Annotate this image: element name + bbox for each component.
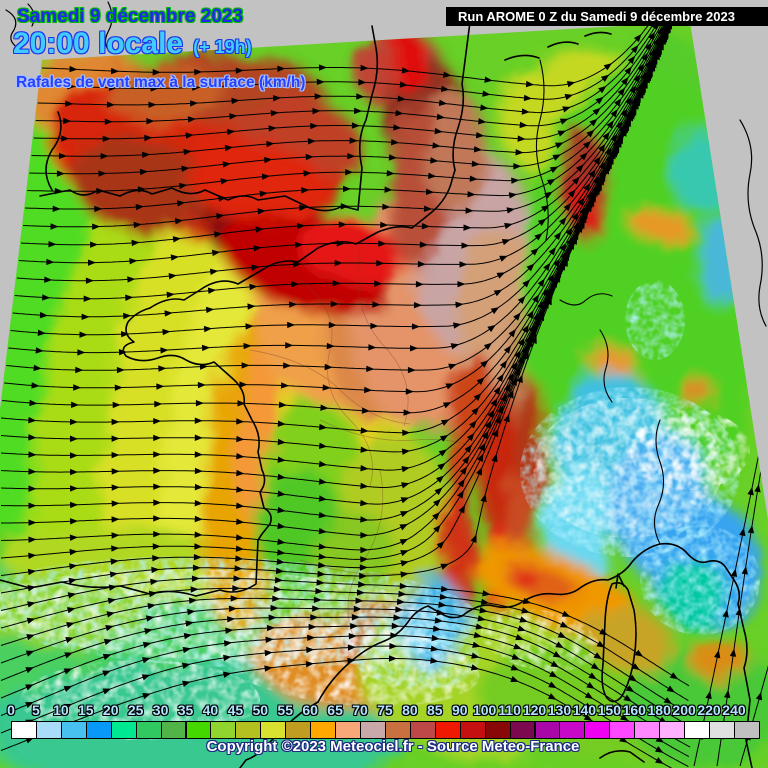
time-row: 20:00 locale (+ 19h): [13, 27, 252, 61]
time-label: 20:00 locale: [13, 27, 184, 60]
streamlines: [0, 22, 768, 768]
run-info-bar: Run AROME 0 Z du Samedi 9 décembre 2023: [446, 7, 768, 26]
copyright-label: Copyright ©2023 Meteociel.fr - Source Me…: [206, 738, 580, 755]
admin-borders: [249, 249, 497, 639]
forecast-offset-label: (+ 19h): [193, 37, 252, 57]
parameter-label: Rafales de vent max à la surface (km/h): [16, 74, 306, 91]
date-label: Samedi 9 décembre 2023: [17, 6, 244, 27]
